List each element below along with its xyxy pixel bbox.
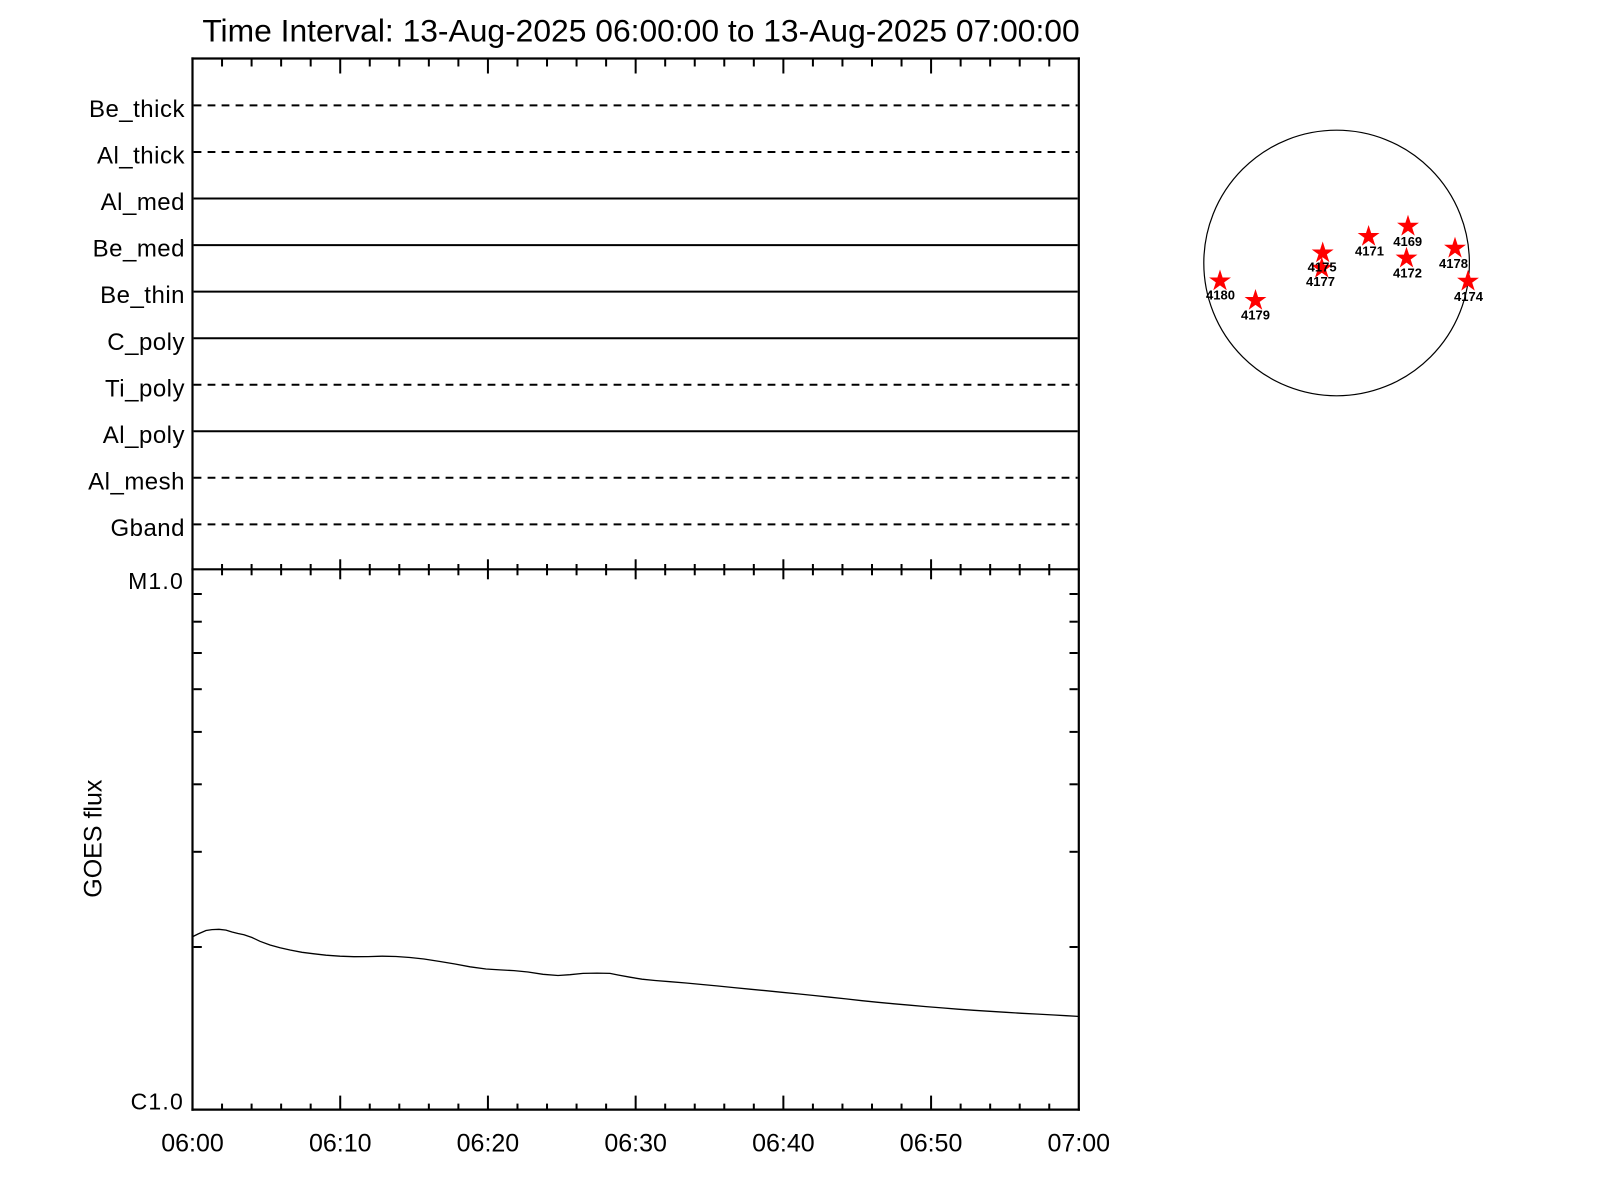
svg-text:4175: 4175 [1308,260,1337,275]
svg-text:06:50: 06:50 [900,1130,963,1158]
svg-text:4179: 4179 [1241,307,1270,322]
svg-text:M1.0: M1.0 [128,568,184,594]
svg-text:Be_med: Be_med [93,236,185,263]
svg-text:Be_thin: Be_thin [100,282,185,309]
svg-text:Al_med: Al_med [101,189,185,216]
svg-text:Ti_poly: Ti_poly [105,375,185,402]
svg-text:Al_poly: Al_poly [103,422,185,449]
svg-text:Al_mesh: Al_mesh [88,468,185,495]
svg-text:4177: 4177 [1306,274,1335,289]
svg-text:4174: 4174 [1454,289,1484,304]
svg-text:06:30: 06:30 [604,1130,667,1158]
svg-text:Time Interval: 13-Aug-2025 06:: Time Interval: 13-Aug-2025 06:00:00 to 1… [202,13,1079,49]
svg-text:Be_thick: Be_thick [89,96,186,123]
svg-text:4180: 4180 [1206,287,1235,302]
svg-text:4171: 4171 [1355,243,1384,258]
svg-text:Gband: Gband [110,515,185,542]
svg-text:06:10: 06:10 [309,1130,372,1158]
svg-text:GOES flux: GOES flux [80,779,108,898]
svg-text:4172: 4172 [1393,266,1422,281]
svg-text:Al_thick: Al_thick [97,143,186,170]
svg-text:C1.0: C1.0 [131,1089,184,1115]
svg-text:06:40: 06:40 [752,1130,815,1158]
svg-text:4169: 4169 [1393,234,1422,249]
svg-text:4178: 4178 [1439,256,1468,271]
svg-text:06:00: 06:00 [161,1130,224,1158]
svg-text:06:20: 06:20 [457,1130,520,1158]
svg-text:07:00: 07:00 [1048,1130,1111,1158]
svg-text:C_poly: C_poly [107,329,185,356]
